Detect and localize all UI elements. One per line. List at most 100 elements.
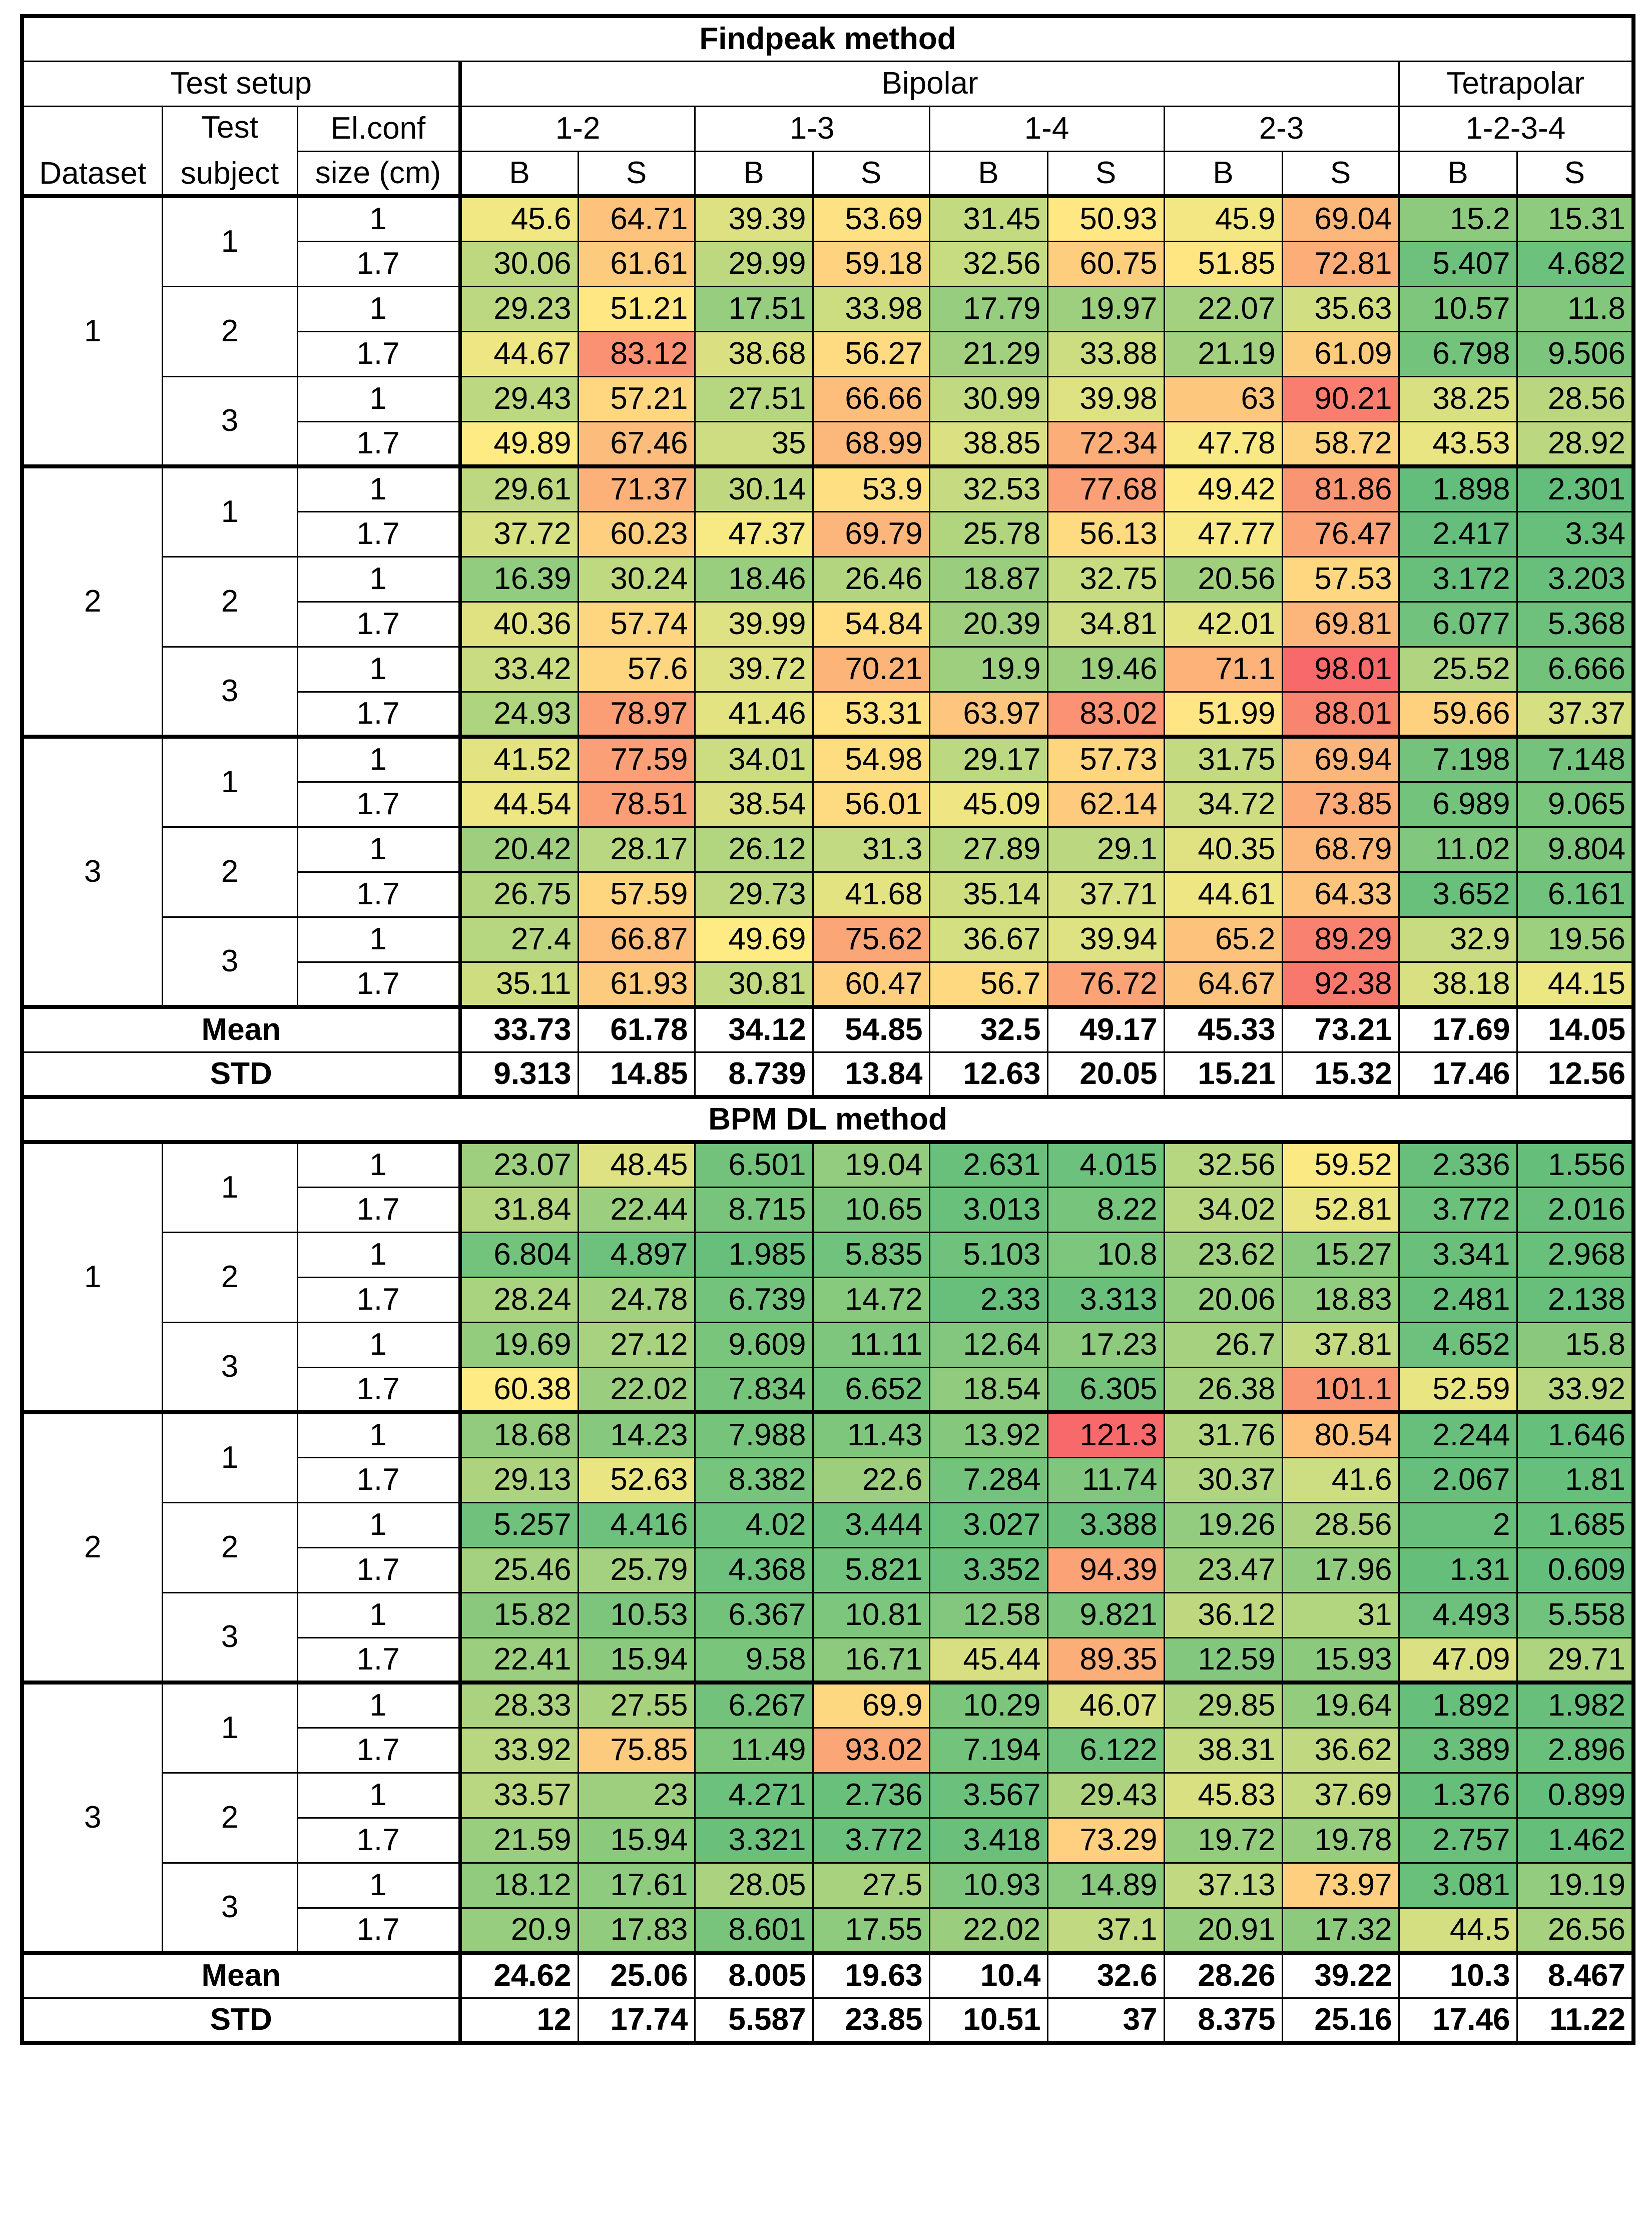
value-cell: 20.91 <box>1163 1907 1283 1954</box>
value-cell: 98.01 <box>1281 646 1400 693</box>
value-cell: 10.93 <box>928 1862 1048 1909</box>
size-cell: 1.7 <box>296 781 462 828</box>
value-cell: 72.81 <box>1281 240 1400 287</box>
value-cell: 57.59 <box>577 871 696 918</box>
value-cell: 19.78 <box>1281 1817 1400 1864</box>
std-value: 8.375 <box>1163 1997 1283 2044</box>
value-cell: 33.42 <box>459 646 579 693</box>
value-cell: 69.81 <box>1281 601 1400 648</box>
mean-value: 25.06 <box>577 1951 696 1999</box>
value-cell: 25.79 <box>577 1546 696 1593</box>
test-subject-label-line2: subject <box>180 156 279 191</box>
value-cell: 5.835 <box>812 1231 930 1278</box>
table-row: 1.7 22.41 15.94 9.58 16.71 45.44 89.35 12.59 15.… <box>22 1636 1634 1684</box>
dataset-cell: 2 <box>21 464 163 738</box>
subject-cell: 1 <box>161 194 298 287</box>
value-cell: 26.7 <box>1163 1321 1283 1368</box>
value-cell: 3.772 <box>812 1817 930 1864</box>
std-row: STD 12 17.74 5.587 23.85 10.51 37 8.375 25.16 17.… <box>21 1997 1634 2044</box>
value-cell: 45.44 <box>928 1636 1048 1684</box>
value-cell: 9.804 <box>1516 826 1634 873</box>
value-cell: 6.267 <box>694 1681 814 1729</box>
value-cell: 42.01 <box>1163 601 1283 648</box>
value-cell: 28.56 <box>1516 375 1634 422</box>
value-cell: 12.59 <box>1163 1636 1283 1684</box>
value-cell: 32.9 <box>1398 916 1518 963</box>
config-header-1-4: 1-4 <box>928 105 1165 152</box>
value-cell: 3.027 <box>928 1501 1048 1548</box>
mean-value: 14.05 <box>1516 1005 1634 1053</box>
value-cell: 9.065 <box>1516 781 1634 828</box>
value-cell: 29.99 <box>694 240 814 287</box>
value-cell: 29.73 <box>694 871 814 918</box>
table-row: 2 1 5.257 4.416 4.02 3.444 3.027 3.388 19.26 28.5… <box>22 1501 1634 1593</box>
value-cell: 44.61 <box>1163 871 1283 918</box>
value-cell: 45.6 <box>459 194 579 242</box>
value-cell: 47.09 <box>1398 1636 1518 1684</box>
size-cell: 1 <box>296 916 462 963</box>
value-cell: 15.94 <box>577 1817 696 1864</box>
subject-cell: 1 <box>161 1410 298 1503</box>
value-cell: 19.9 <box>928 646 1048 693</box>
value-cell: 12.58 <box>928 1591 1048 1638</box>
value-cell: 25.46 <box>459 1546 579 1593</box>
value-cell: 3.34 <box>1516 510 1634 557</box>
value-cell: 101.1 <box>1281 1366 1400 1413</box>
value-cell: 56.13 <box>1046 510 1165 557</box>
value-cell: 4.897 <box>577 1231 696 1278</box>
value-cell: 37.37 <box>1516 691 1634 738</box>
size-cell: 1 <box>296 1772 462 1819</box>
value-cell: 78.51 <box>577 781 696 828</box>
value-cell: 89.35 <box>1046 1636 1165 1684</box>
subcol-header-b: B <box>1163 150 1283 197</box>
value-cell: 10.8 <box>1046 1231 1165 1278</box>
value-cell: 4.682 <box>1516 240 1634 287</box>
bpm-title-row: BPM DL method <box>21 1095 1634 1143</box>
value-cell: 32.75 <box>1046 555 1165 603</box>
value-cell: 52.59 <box>1398 1366 1518 1413</box>
value-cell: 30.14 <box>694 464 814 512</box>
std-value: 25.16 <box>1281 1997 1400 2044</box>
std-value: 11.22 <box>1516 1997 1634 2044</box>
value-cell: 5.368 <box>1516 601 1634 648</box>
std-value: 14.85 <box>577 1051 696 1098</box>
value-cell: 14.23 <box>577 1410 696 1458</box>
value-cell: 26.56 <box>1516 1907 1634 1954</box>
value-cell: 31.84 <box>459 1186 579 1233</box>
mean-value: 10.3 <box>1398 1951 1518 1999</box>
value-cell: 3.388 <box>1046 1501 1165 1548</box>
table-row: 2 1 1 18.68 14.23 7.988 11.43 13.92 121.3 31.76 80… <box>21 1410 1634 1684</box>
config-header-1-2-3-4: 1-2-3-4 <box>1398 105 1634 152</box>
value-cell: 19.46 <box>1046 646 1165 693</box>
value-cell: 69.94 <box>1281 735 1400 783</box>
value-cell: 23 <box>577 1772 696 1819</box>
value-cell: 10.29 <box>928 1681 1048 1729</box>
value-cell: 63.97 <box>928 691 1048 738</box>
size-cell: 1 <box>296 1140 462 1188</box>
value-cell: 2.736 <box>812 1772 930 1819</box>
value-cell: 8.601 <box>694 1907 814 1954</box>
value-cell: 34.02 <box>1163 1186 1283 1233</box>
table-row: 1.7 35.11 61.93 30.81 60.47 56.7 76.72 64.67 92.… <box>22 961 1634 1008</box>
value-cell: 57.21 <box>577 375 696 422</box>
value-cell: 18.68 <box>459 1410 579 1458</box>
value-cell: 72.34 <box>1046 420 1165 467</box>
value-cell: 29.85 <box>1163 1681 1283 1729</box>
mean-value: 73.21 <box>1281 1005 1400 1053</box>
std-value: 15.32 <box>1281 1051 1400 1098</box>
value-cell: 71.1 <box>1163 646 1283 693</box>
subcol-header-s: S <box>1516 150 1634 197</box>
value-cell: 2.138 <box>1516 1276 1634 1323</box>
subject-cell: 3 <box>161 1591 298 1684</box>
value-cell: 14.72 <box>812 1276 930 1323</box>
std-value: 12.56 <box>1516 1051 1634 1098</box>
table-row: 3 1 18.12 17.61 28.05 27.5 10.93 14.89 37.13 73.9… <box>22 1862 1634 1954</box>
value-cell: 25.78 <box>928 510 1048 557</box>
std-value: 9.313 <box>459 1051 579 1098</box>
value-cell: 7.194 <box>928 1727 1048 1774</box>
table-row: 1.7 60.38 22.02 7.834 6.652 18.54 6.305 26.38 10… <box>22 1366 1634 1413</box>
value-cell: 77.68 <box>1046 464 1165 512</box>
value-cell: 26.75 <box>459 871 579 918</box>
value-cell: 2.067 <box>1398 1456 1518 1503</box>
value-cell: 1.81 <box>1516 1456 1634 1503</box>
